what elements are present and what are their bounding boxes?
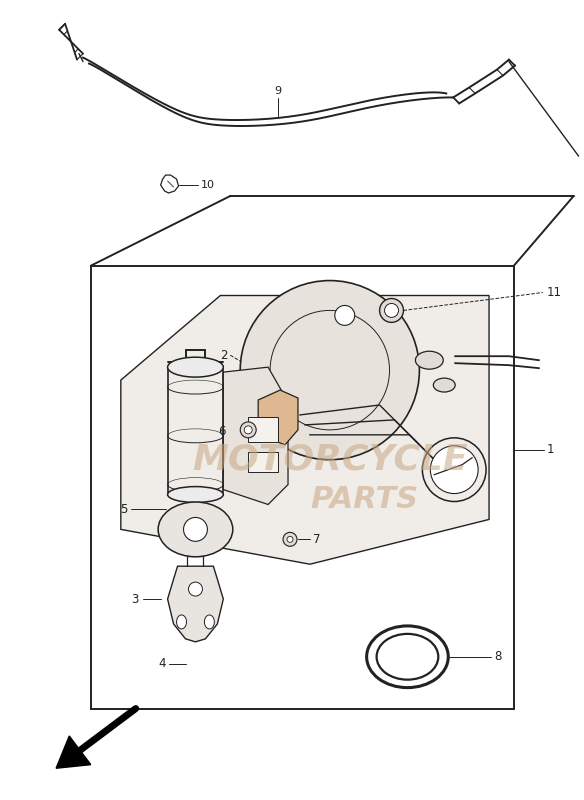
Text: 4: 4 (158, 658, 166, 670)
Circle shape (272, 412, 288, 428)
Polygon shape (56, 736, 91, 768)
Circle shape (422, 438, 486, 502)
Circle shape (380, 298, 404, 322)
Text: 3: 3 (131, 593, 139, 606)
Text: 7: 7 (313, 533, 321, 546)
Text: MOTORCYCLE: MOTORCYCLE (192, 442, 468, 477)
Text: 8: 8 (494, 650, 502, 663)
Polygon shape (223, 367, 288, 505)
Text: 6: 6 (218, 426, 225, 438)
Ellipse shape (415, 351, 443, 369)
Ellipse shape (168, 486, 223, 502)
Ellipse shape (377, 634, 439, 680)
Circle shape (287, 536, 293, 542)
Text: PARTS: PARTS (311, 485, 419, 514)
Text: 2: 2 (220, 349, 227, 362)
Text: 1: 1 (547, 443, 554, 456)
Ellipse shape (176, 615, 186, 629)
Polygon shape (248, 417, 278, 442)
Polygon shape (168, 566, 223, 642)
Polygon shape (121, 295, 489, 564)
Text: 11: 11 (547, 286, 562, 299)
Polygon shape (248, 452, 278, 472)
Circle shape (335, 306, 354, 326)
Polygon shape (258, 390, 298, 445)
Circle shape (384, 303, 398, 318)
Text: 10: 10 (200, 180, 214, 190)
Ellipse shape (204, 615, 214, 629)
Ellipse shape (158, 502, 233, 557)
Ellipse shape (433, 378, 455, 392)
Circle shape (183, 518, 207, 542)
Circle shape (283, 532, 297, 546)
Circle shape (189, 582, 203, 596)
Circle shape (430, 446, 478, 494)
Circle shape (240, 281, 419, 460)
Text: 5: 5 (120, 503, 128, 516)
Ellipse shape (168, 358, 223, 377)
Text: 9: 9 (274, 86, 281, 97)
Circle shape (240, 422, 256, 438)
Circle shape (244, 426, 252, 434)
